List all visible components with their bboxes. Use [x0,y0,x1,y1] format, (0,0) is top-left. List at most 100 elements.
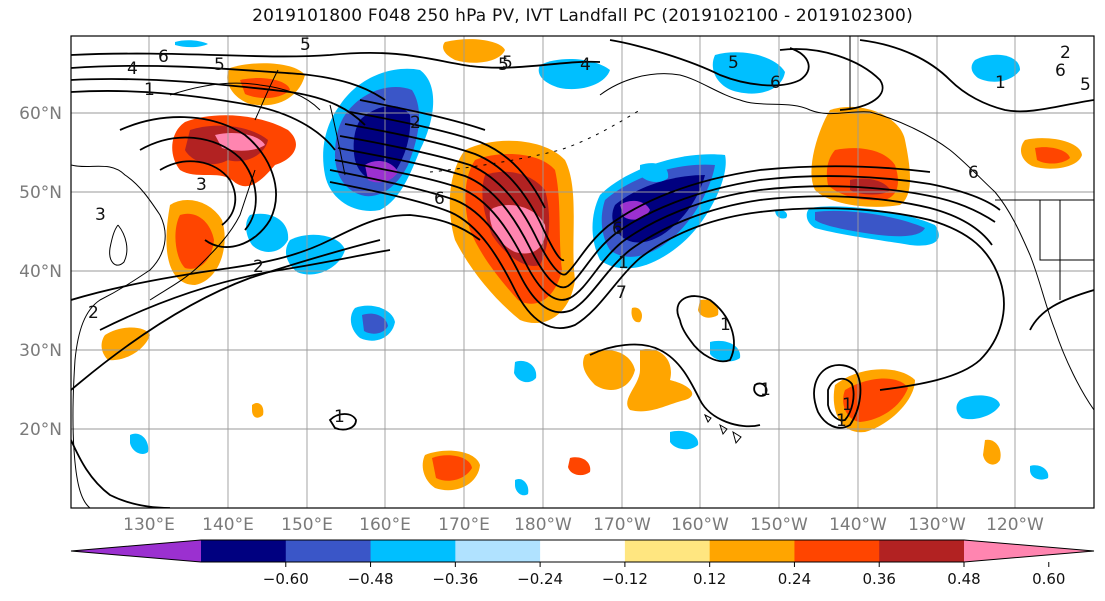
colorbar-segment [201,540,287,562]
contour-label: 6 [1055,61,1066,81]
colorbar-tick-label: 0.12 [693,570,726,588]
pv-negative-region [130,433,149,454]
pv-contour [349,111,546,209]
colorbar-tick-label: −0.12 [602,570,648,588]
contour-label: 6 [770,73,781,93]
kamchatka-coastline [254,69,346,176]
lat-tick-label: 30°N [19,341,62,361]
contour-labels: 6 5 4 1 5 2 4 5 6 5 6 1 3 2 6 3 2 2 1 1 … [88,36,1091,431]
lat-tick-label: 40°N [19,262,62,282]
contour-label: 1 [144,80,155,100]
pv-negative-region [362,313,388,334]
pv-negative-region [285,234,345,275]
okhotsk-coastline [169,82,321,111]
map-background [71,36,1094,508]
pv-contour [753,382,768,397]
colorbar-outline [70,539,1095,563]
contour-label: 1 [618,253,629,273]
pv-contour [609,39,810,87]
pv-negative-region [1030,465,1049,480]
pv-contour [813,364,862,429]
contour-label: 5 [502,53,513,73]
lat-labels: 20°N 30°N 40°N 50°N 60°N [19,104,62,440]
colorbar-segment [794,540,880,562]
lat-tick-label: 50°N [19,183,62,203]
pv-positive-region [175,213,214,269]
pv-positive-region [489,205,546,254]
contour-label: 5 [214,55,225,75]
pv-contour [71,52,601,69]
pv-negative-region [246,213,289,252]
pv-negative-region [365,160,398,183]
pv-contour [328,413,357,431]
canada-border [849,36,1094,201]
contour-label: 5 [728,53,739,73]
contour-label: 1 [842,395,853,415]
lon-tick-label: 160°W [671,515,729,535]
asia-coastline [71,164,166,508]
pv-contour [71,239,381,391]
colorbar-tick-label: −0.24 [517,570,563,588]
pv-contour [344,123,565,261]
pv-contour [1029,289,1094,331]
pv-positive-region [627,349,693,412]
lon-tick-label: 140°E [202,515,254,535]
colorbar: −0.60 −0.48 −0.36 −0.24 −0.12 0.12 0.24 0.36 0.4… [70,539,1095,588]
pv-contour [159,160,237,226]
contour-label: 1 [995,73,1006,93]
pv-contour [119,116,277,248]
contour-label: 2 [253,257,264,277]
pv-negative-region [956,395,1000,420]
coastlines [71,36,1094,508]
na-interior-borders [1039,200,1094,300]
pv-negative-region [640,163,669,182]
lon-tick-label: 180°W [514,515,572,535]
pv-negative-region [515,478,529,496]
pv-contour [827,377,855,422]
pv-contour [337,147,1001,289]
lon-tick-label: 140°W [829,515,887,535]
contour-label: 7 [616,283,627,303]
colorbar-tick-label: 0.48 [947,570,980,588]
lon-tick-label: 170°E [438,515,490,535]
colorbar-extend-min [71,540,201,562]
lon-tick-label: 130°E [123,515,175,535]
pv-negative-region [775,209,788,219]
pv-positive-region [101,327,150,361]
pv-contour [334,159,996,301]
contour-label: 6 [612,219,623,239]
pv-negative-region [670,430,699,450]
pv-contour [779,48,884,111]
pv-contour [99,249,391,331]
pv-negative-region [710,340,741,362]
hawaii-coastline [704,413,742,445]
pv-positive-region [698,299,719,318]
colorbar-tick-label: 0.24 [778,570,811,588]
colorbar-tick-label: 0.60 [1032,570,1065,588]
pv-contour [676,295,735,363]
pv-positive-region [843,378,908,422]
pv-positive-region [252,403,264,418]
contour-label: 6 [158,47,169,67]
contour-label: 1 [334,407,345,427]
contour-label: 5 [1080,75,1091,95]
lon-tick-label: 170°W [593,515,651,535]
pv-positive-region [631,307,643,323]
contour-label: 1 [720,315,731,335]
alaska-coastline [599,73,871,115]
japan-coastline [149,169,256,301]
contour-label: 1 [836,411,847,431]
pv-positive-region [850,178,890,195]
pv-contour [71,439,171,508]
pv-positive-region [983,439,1001,465]
colorbar-segment [709,540,795,562]
contour-label: 2 [1060,43,1071,63]
colorbar-tick-label: −0.48 [348,570,394,588]
pv-negative-region [712,52,785,94]
pv-contour [139,136,257,231]
pv-positive-region [432,455,472,481]
lon-labels: 130°E 140°E 150°E 160°E 170°E 180°W 170°… [123,515,1044,535]
na-west-coastline [869,111,1094,411]
colorbar-segment [540,540,626,562]
